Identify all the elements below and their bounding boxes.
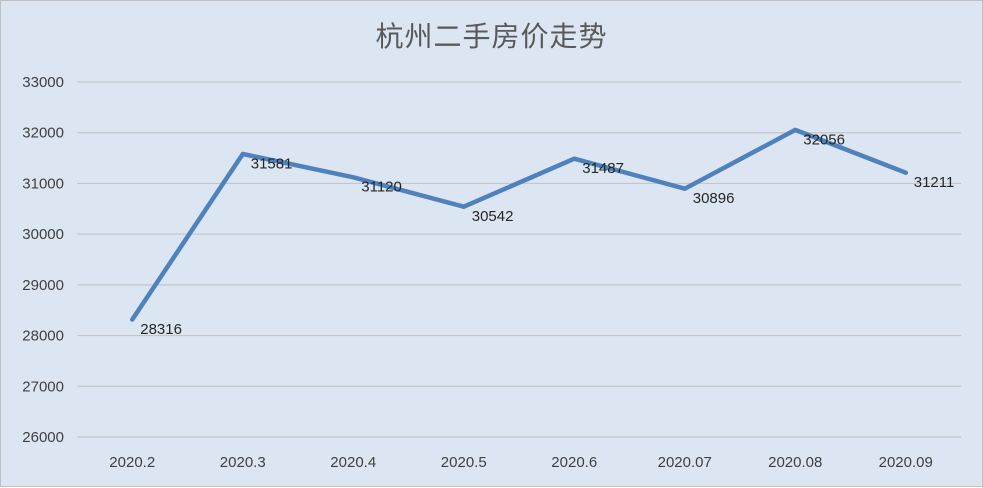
y-tick-label: 27000 (22, 378, 64, 395)
data-label: 30896 (693, 190, 735, 207)
y-tick-label: 32000 (22, 125, 64, 142)
y-tick-label: 29000 (22, 277, 64, 294)
y-tick-label: 28000 (22, 328, 64, 345)
x-tick-label: 2020.4 (330, 454, 376, 471)
x-tick-label: 2020.08 (768, 454, 822, 471)
data-label: 31120 (361, 179, 402, 196)
y-tick-label: 30000 (22, 226, 64, 243)
data-label: 31487 (582, 160, 624, 177)
y-tick-label: 26000 (22, 429, 64, 446)
data-point (130, 317, 135, 322)
x-tick-label: 2020.5 (441, 454, 487, 471)
data-point (903, 170, 908, 175)
data-point (572, 156, 577, 161)
data-point (682, 186, 687, 191)
data-point (240, 151, 245, 156)
data-point (461, 204, 466, 209)
y-tick-label: 31000 (22, 175, 64, 192)
x-tick-label: 2020.6 (551, 454, 597, 471)
x-tick-label: 2020.09 (879, 454, 933, 471)
data-label: 30542 (472, 208, 514, 225)
y-tick-label: 33000 (22, 74, 64, 91)
data-label: 28316 (140, 321, 182, 338)
data-point (793, 127, 798, 132)
data-point (351, 175, 356, 180)
series-line (130, 127, 909, 322)
x-tick-label: 2020.2 (109, 454, 155, 471)
data-label: 31581 (251, 155, 293, 172)
chart-title: 杭州二手房价走势 (375, 20, 608, 53)
x-tick-label: 2020.07 (658, 454, 712, 471)
data-label: 32056 (803, 131, 845, 148)
data-label: 31211 (914, 174, 955, 191)
x-tick-label: 2020.3 (220, 454, 266, 471)
